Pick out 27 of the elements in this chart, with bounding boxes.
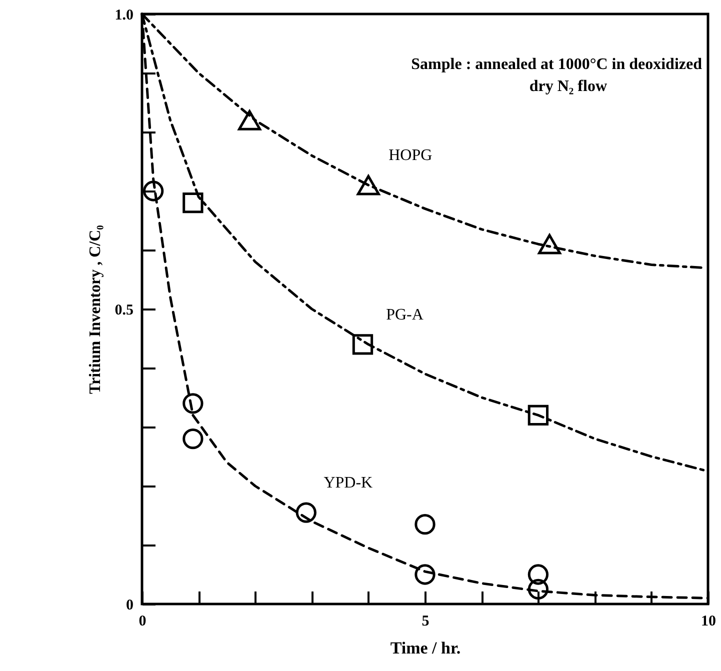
x-tick-label: 0 <box>138 614 146 630</box>
point <box>414 514 436 535</box>
point <box>142 180 164 202</box>
point <box>528 404 549 426</box>
x-axis-title: Time / hr. <box>390 638 461 658</box>
series-label: HOPG <box>388 147 433 164</box>
series-label: PG-A <box>386 306 424 324</box>
point <box>296 502 316 523</box>
point <box>182 428 204 450</box>
point <box>352 334 374 355</box>
y-axis-title: Tritium Inventory , C/C₀ <box>86 224 104 394</box>
series-label: YPD-K <box>324 474 374 492</box>
point <box>538 234 562 254</box>
y-tick-label: 1.0 <box>114 8 134 24</box>
point <box>528 578 549 600</box>
point <box>356 174 380 196</box>
point <box>182 393 204 414</box>
y-tick-label: 0 <box>126 598 134 614</box>
annotation: dry N₂ flow <box>529 78 608 95</box>
point <box>182 192 204 214</box>
point <box>414 564 436 585</box>
x-tick-label: 5 <box>422 614 430 630</box>
y-tick-label: 0.5 <box>114 302 134 318</box>
annotation: Sample : annealed at 1000°C in deoxidized <box>411 56 702 73</box>
point <box>238 110 262 130</box>
x-tick-label: 10 <box>701 614 716 630</box>
point <box>528 564 549 585</box>
